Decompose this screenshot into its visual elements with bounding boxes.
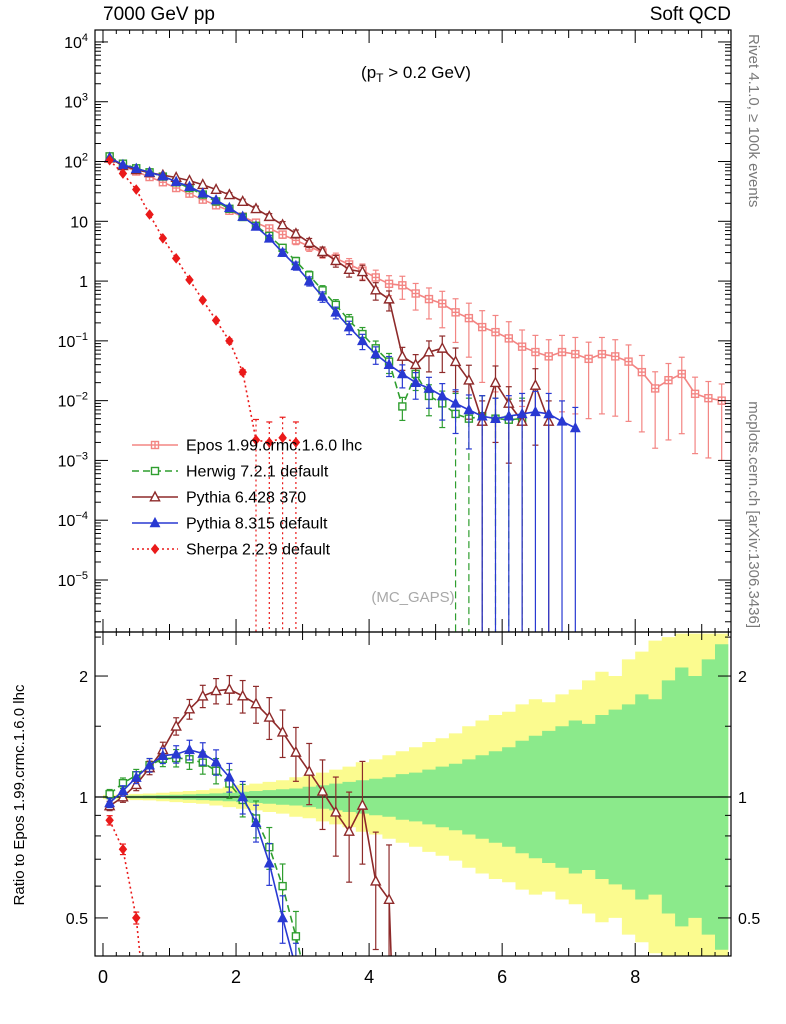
pt-cut-prefix: (p [361, 63, 376, 82]
legend-label: Herwig 7.2.1 default [186, 464, 329, 481]
legend-item-pythia-8-315-default: Pythia 8.315 default [132, 516, 328, 533]
mcplots-credit-label: mcplots.cern.ch [arXiv:1306.3436] [745, 401, 762, 628]
axes-ticks: 0 2 4 6 810410310210110−110−210−310−410−50.5… [58, 30, 760, 987]
legend: Epos 1.99.crmc.1.6.0 lhc Herwig 7.2.1 def… [132, 438, 362, 559]
y-tick-label: 103 [64, 92, 88, 112]
x-tick-label: 8 [630, 967, 640, 987]
y-tick-label: 104 [64, 32, 88, 52]
legend-item-pythia-6-428-370: Pythia 6.428 370 [132, 490, 306, 507]
y-tick-label: 1 [79, 274, 88, 291]
x-tick-label: 0 [98, 967, 108, 987]
ratio-series [103, 674, 395, 956]
series-herwig-7-2-1-default [105, 152, 527, 632]
ratio-panel-frame [94, 631, 732, 957]
series-pythia-8-315-default [104, 151, 581, 632]
ratio-tick-label-left: 2 [79, 669, 88, 686]
ratio-y-axis-label: Ratio to Epos 1.99.crmc.1.6.0 lhc [11, 684, 28, 905]
ratio-tick-label-left: 1 [79, 790, 88, 807]
y-tick-label: 10−4 [58, 510, 88, 530]
y-tick-label: 102 [64, 152, 88, 172]
series-epos-1-99-crmc-1-6-0-lhc [105, 152, 726, 462]
legend-item-epos-1-99-crmc-1-6-0-lhc: Epos 1.99.crmc.1.6.0 lhc [132, 438, 362, 455]
pt-cut-annotation: (pT > 0.2 GeV) [361, 63, 471, 85]
legend-item-sherpa-2-2-9-default: Sherpa 2.2.9 default [132, 542, 331, 559]
y-tick-label: 10−3 [58, 450, 88, 470]
y-tick-label: 10 [70, 214, 88, 231]
ratio-pythia-6-428-370 [103, 674, 395, 956]
x-tick-label: 6 [497, 967, 507, 987]
y-tick-label: 10−5 [58, 570, 88, 590]
legend-label: Pythia 6.428 370 [186, 490, 306, 507]
y-tick-label: 10−2 [58, 391, 88, 411]
series-sherpa-2-2-9-default [105, 154, 301, 632]
x-tick-label: 4 [364, 967, 374, 987]
ratio-tick-label-right: 0.5 [738, 911, 760, 928]
legend-label: Sherpa 2.2.9 default [186, 542, 331, 559]
legend-label: Pythia 8.315 default [186, 516, 328, 533]
series-pythia-6-428-370 [103, 151, 555, 632]
pt-cut-subscript: T [376, 71, 384, 85]
spectra-series [103, 151, 726, 632]
analysis-watermark: (MC_GAPS) [371, 589, 454, 606]
ratio-sherpa-2-2-9-default [105, 814, 141, 956]
y-tick-label: 10−1 [58, 331, 88, 351]
ratio-pythia-8-315-default [104, 739, 299, 956]
title-right: Soft QCD [650, 4, 731, 25]
ratio-tick-label-left: 0.5 [66, 911, 88, 928]
x-tick-label: 2 [231, 967, 241, 987]
rivet-version-label: Rivet 4.1.0, ≥ 100k events [745, 34, 762, 207]
title-left: 7000 GeV pp [103, 4, 215, 25]
legend-item-herwig-7-2-1-default: Herwig 7.2.1 default [132, 464, 329, 481]
ratio-tick-label-right: 1 [738, 790, 747, 807]
chart-generated-content: 0 2 4 6 810410310210110−110−210−310−410−50.5… [58, 30, 760, 987]
ratio-tick-label-right: 2 [738, 669, 747, 686]
legend-label: Epos 1.99.crmc.1.6.0 lhc [186, 438, 362, 455]
pt-cut-suffix: > 0.2 GeV) [384, 63, 471, 82]
